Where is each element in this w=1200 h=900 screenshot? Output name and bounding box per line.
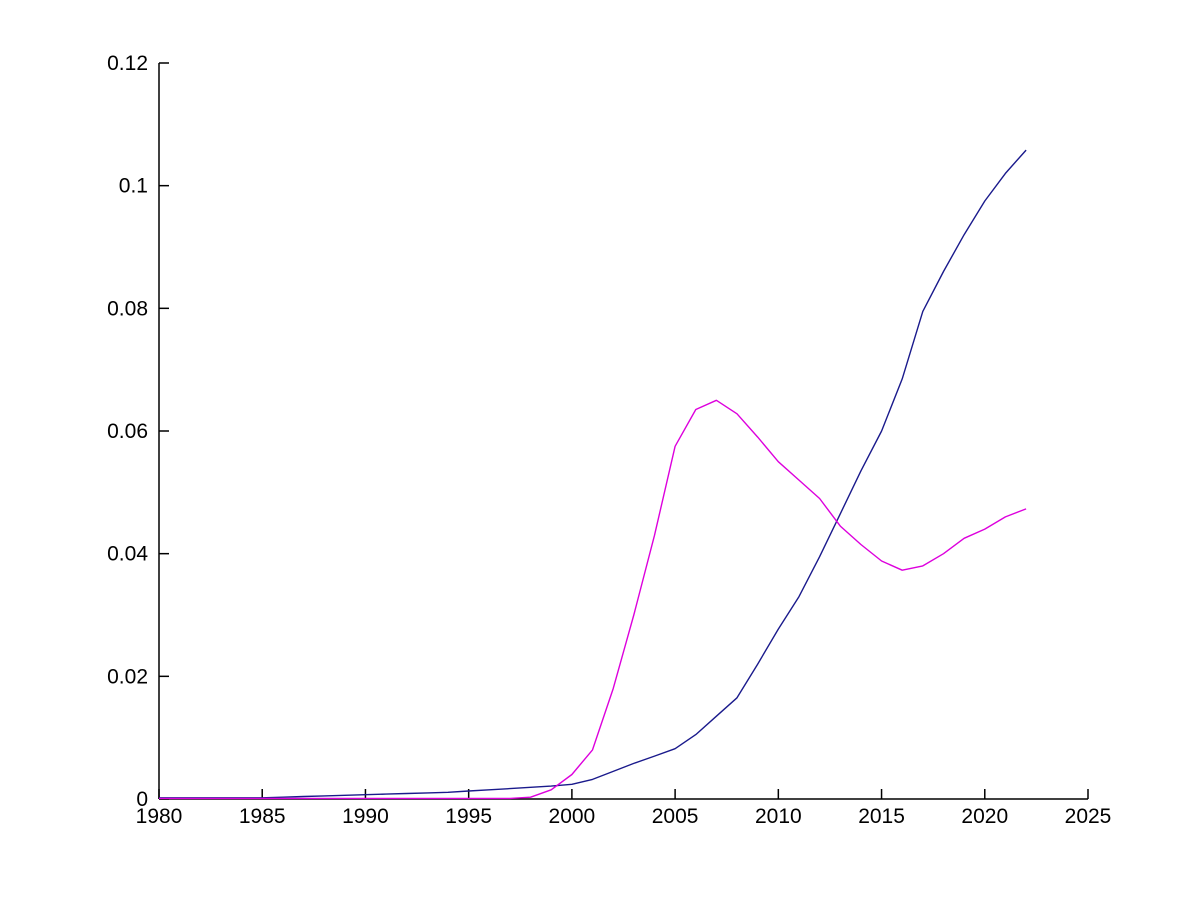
x-tick-label: 2000 (549, 805, 596, 828)
tick-labels: 1980 1985 1990 1995 2000 2005 2010 2015 2020 2025… (107, 52, 1111, 828)
x-tick-label: 2010 (755, 805, 802, 828)
y-tick-label: 0.02 (107, 665, 148, 688)
x-tick-label: 1990 (342, 805, 389, 828)
x-tick-label: 2020 (961, 805, 1008, 828)
x-tick-label: 2005 (652, 805, 699, 828)
x-tick-label: 1985 (239, 805, 286, 828)
x-tick-label: 1995 (445, 805, 492, 828)
magenta-series-line (159, 399, 1027, 800)
x-tick-label: 2015 (858, 805, 905, 828)
dark-blue-series-line (159, 149, 1027, 799)
y-tick-label: 0.04 (107, 543, 148, 566)
axes (158, 63, 1088, 800)
y-tick-label: 0.12 (107, 52, 148, 75)
y-tick-label: 0.08 (107, 297, 148, 320)
tick-marks (158, 62, 1089, 800)
y-tick-label: 0.1 (119, 175, 148, 198)
y-tick-label: 0 (136, 788, 148, 811)
x-tick-label: 1980 (136, 805, 183, 828)
x-tick-label: 2025 (1065, 805, 1112, 828)
y-tick-label: 0.06 (107, 420, 148, 443)
data-series (159, 149, 1027, 800)
